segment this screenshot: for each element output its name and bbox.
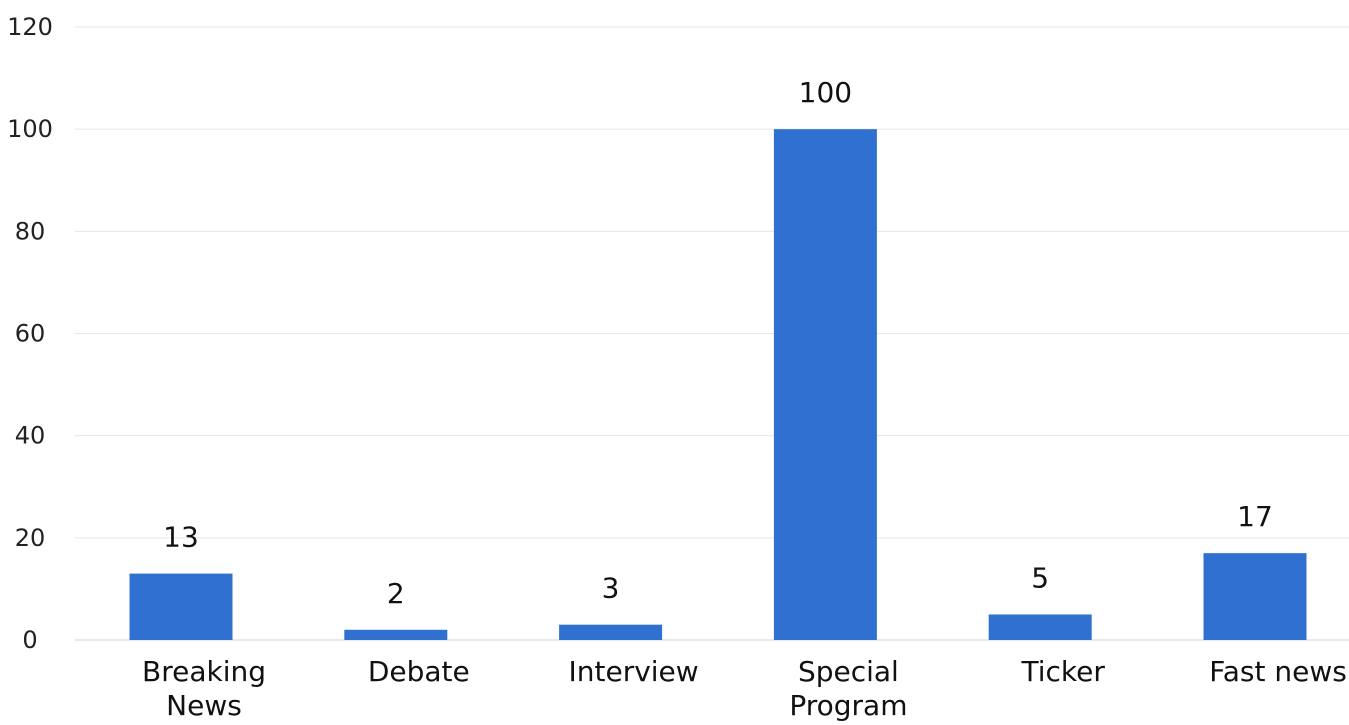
x-tick-label-line: Ticker — [1021, 655, 1106, 688]
data-labels: 13 2 3 100 5 17 — [163, 76, 1273, 610]
y-tick-label: 0 — [22, 626, 37, 654]
data-label: 2 — [387, 577, 405, 610]
gridlines — [75, 26, 1349, 641]
bar — [1203, 553, 1307, 640]
data-label: 13 — [163, 521, 199, 554]
bar — [129, 573, 233, 640]
x-tick-label: Fast news — [1209, 655, 1347, 688]
x-tick-label: Interview — [568, 655, 698, 688]
bar — [773, 129, 877, 640]
y-tick-label: 120 — [7, 13, 53, 41]
data-label: 100 — [799, 76, 852, 109]
y-tick-label: 40 — [15, 422, 46, 450]
x-tick-label-line: Program — [789, 689, 907, 722]
x-tick-label: Special Program — [789, 655, 907, 722]
y-axis-tick-labels: 0 20 40 60 80 100 120 — [7, 13, 53, 654]
data-label: 5 — [1031, 561, 1049, 594]
y-tick-label: 100 — [7, 115, 53, 143]
data-label: 3 — [602, 572, 620, 605]
x-tick-label-line: Special — [798, 655, 899, 688]
x-tick-label: Breaking News — [142, 655, 266, 722]
y-tick-label: 20 — [15, 524, 46, 552]
bar — [559, 624, 663, 640]
x-tick-label-line: Interview — [568, 655, 698, 688]
x-tick-label: Ticker — [1021, 655, 1106, 688]
x-tick-label-line: Fast news — [1209, 655, 1347, 688]
y-tick-label: 60 — [15, 320, 46, 348]
x-axis-tick-labels: Breaking News Debate Interview Special Progra… — [142, 655, 1347, 722]
y-tick-label: 80 — [15, 217, 46, 245]
x-tick-label-line: News — [166, 689, 242, 722]
x-tick-label: Debate — [368, 655, 470, 688]
bar — [988, 614, 1092, 640]
x-tick-label-line: Debate — [368, 655, 470, 688]
data-label: 17 — [1237, 500, 1273, 533]
bar — [344, 629, 448, 640]
bars — [129, 129, 1307, 640]
x-tick-label-line: Breaking — [142, 655, 266, 688]
